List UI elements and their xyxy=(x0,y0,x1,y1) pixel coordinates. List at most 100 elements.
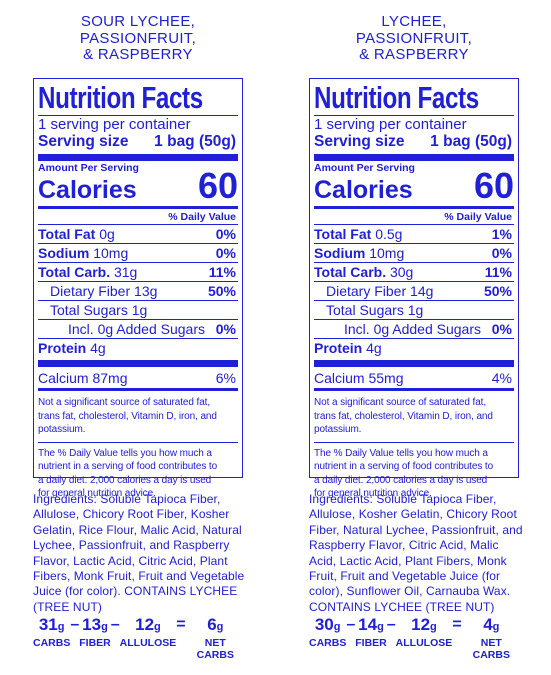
net-carbs-label: FIBER xyxy=(355,637,387,649)
nutrient-row: Sodium 10mg 0% xyxy=(314,244,514,263)
footnote-line: The % Daily Value tells you how much a xyxy=(38,447,212,459)
net-carbs-amount-row: 6g xyxy=(186,615,245,637)
nutrient-name: Dietary Fiber 13g xyxy=(38,282,157,300)
net-carbs-label: NET CARBS xyxy=(196,637,234,661)
calories-value: 60 xyxy=(197,165,238,206)
ingredients-line: Ingredients: Soluble Tapioca Fiber, xyxy=(309,492,497,506)
nutrient-row: Incl. 0g Added Sugars 0% xyxy=(314,320,514,339)
footnote-line: potassium. xyxy=(314,424,362,435)
nutrient-amount: 1g xyxy=(407,302,424,318)
net-carbs-amount-row: 13g xyxy=(79,615,111,637)
medium-rule xyxy=(38,388,238,391)
calories-label: Calories xyxy=(38,176,137,204)
daily-value: 4% xyxy=(491,370,512,386)
nutrient-row: Dietary Fiber 13g 50% xyxy=(38,282,238,301)
nutrient-label: Incl. 0g Added Sugars xyxy=(68,321,205,337)
footnote-line: trans fat, cholesterol, Vitamin D, iron,… xyxy=(314,410,493,422)
nutrient-label: Total Fat xyxy=(38,226,96,242)
nutrient-name: Total Sugars 1g xyxy=(38,301,147,319)
daily-value: 11% xyxy=(208,264,236,280)
net-carbs-amount: 4 xyxy=(483,615,493,634)
medium-rule xyxy=(314,206,514,209)
nutrient-amount: 13g xyxy=(134,283,158,299)
facts-heading: Nutrition Facts xyxy=(314,80,479,115)
nutrient-name: Protein 4g xyxy=(314,339,382,357)
net-carbs-amount: 12 xyxy=(135,615,155,634)
nutrient-amount: 0.5g xyxy=(375,226,403,242)
ingredients-line: (TREE NUT) xyxy=(33,599,102,614)
nutrient-name: Total Sugars 1g xyxy=(314,301,423,319)
footnote-line: trans fat, cholesterol, Vitamin D, iron,… xyxy=(38,410,217,422)
ingredients-line: Acid, Lactic Acid, Plant Fibers, Monk xyxy=(309,553,507,568)
net-carbs-amount-row: 30g xyxy=(309,615,346,637)
nutrient-row: Protein 4g xyxy=(314,339,514,357)
nutrition-facts-label: Nutrition Facts 1 serving per container Se… xyxy=(33,78,243,499)
nutrient-label: Dietary Fiber xyxy=(50,283,131,299)
nutrient-row: Calcium 87mg 6% xyxy=(38,369,238,387)
nutrient-label: Dietary Fiber xyxy=(326,283,407,299)
net-carbs-operator: – xyxy=(386,616,396,633)
net-carbs-unit: g xyxy=(492,621,500,633)
daily-value: 0% xyxy=(215,226,236,242)
ingredients: Ingredients: Soluble Tapioca Fiber, Allul… xyxy=(33,492,248,615)
ingredients-line: Flavor, Lactic Acid, Citric Acid, Plant xyxy=(33,553,228,568)
product-title: SOUR LYCHEE, PASSIONFRUIT, & RASPBERRY xyxy=(33,13,243,64)
nutrient-label: Total Sugars xyxy=(50,302,128,318)
net-carbs-unit: g xyxy=(101,621,108,633)
footnote-line: Not a significant source of saturated fa… xyxy=(38,397,211,408)
nutrient-name: Calcium 87mg xyxy=(38,369,128,387)
net-carbs-operator: = xyxy=(452,616,462,633)
nutrient-amount: 10mg xyxy=(369,245,405,261)
net-carbs-label: NET CARBS xyxy=(472,637,510,661)
net-carbs-unit: g xyxy=(430,621,437,633)
nutrient-row: Total Sugars 1g xyxy=(38,301,238,320)
nutrient-label: Protein xyxy=(38,340,87,356)
nutrient-row: Sodium 10mg 0% xyxy=(38,244,238,263)
net-carbs-operator: – xyxy=(70,616,80,633)
net-carbs-operator: – xyxy=(346,616,356,633)
footnote-line: nutrient in a serving of food contribute… xyxy=(38,461,218,472)
net-carbs-operator: – xyxy=(110,616,120,633)
product-title: LYCHEE, PASSIONFRUIT, & RASPBERRY xyxy=(309,13,519,64)
net-carbs-amount-row: 12g xyxy=(120,615,177,637)
ingredients-line: Allulose, Chicory Root Fiber, Kosher xyxy=(33,507,230,522)
nutrient-amount: 10mg xyxy=(93,245,129,261)
nutrient-label: Total Carb. xyxy=(38,264,111,280)
serving-size-value: 1 bag (50g) xyxy=(430,133,512,150)
footnote-line: a daily diet. 2,000 calories a day is us… xyxy=(38,474,212,486)
ingredients-line: Fruit, Fruit and Vegetable Juice (for xyxy=(309,569,501,584)
net-carbs-item: 12g ALLULOSE xyxy=(120,615,177,649)
net-carbs: 31g CARBS –13g FIBER –12g ALLULOSE = 6g NET CARB… xyxy=(33,615,245,661)
net-carbs-label: ALLULOSE xyxy=(119,637,177,649)
footnote: Not a significant source of saturated fa… xyxy=(38,392,238,442)
footnote-line: potassium. xyxy=(38,424,86,435)
net-carbs-amount-row: 4g xyxy=(462,615,521,637)
title-line: LYCHEE, xyxy=(381,13,447,30)
daily-value-header: % Daily Value xyxy=(314,210,514,225)
thick-rule xyxy=(38,154,238,161)
nutrient-name: Sodium 10mg xyxy=(314,244,404,262)
title-line: PASSIONFRUIT, xyxy=(79,29,197,47)
amount-per-serving: Amount Per Serving xyxy=(38,162,139,174)
net-carbs-item: 13g FIBER xyxy=(79,615,111,649)
thick-rule xyxy=(38,360,238,367)
title-line: & RASPBERRY xyxy=(359,46,469,63)
ingredients-line: Raspberry Flavor, Citric Acid, Malic xyxy=(309,538,499,553)
net-carbs-label: CARBS xyxy=(33,637,71,649)
calories-row: Calories 60 xyxy=(38,165,238,206)
footnote-line: a daily diet. 2,000 calories a day is us… xyxy=(314,474,488,486)
net-carbs-unit: g xyxy=(216,621,224,633)
net-carbs-item: 6g NET CARBS xyxy=(186,615,245,661)
nutrient-name: Total Carb. 30g xyxy=(314,263,413,281)
net-carbs-amount: 14 xyxy=(358,615,378,634)
ingredients-line: Fibers, Monk Fruit, Fruit and Vegetable xyxy=(33,569,245,584)
nutrient-name: Total Fat 0.5g xyxy=(314,225,402,243)
serving-size: Serving size 1 bag (50g) xyxy=(38,133,238,151)
net-carbs-amount: 31 xyxy=(38,615,58,634)
ingredients-line: Ingredients: Soluble Tapioca Fiber, xyxy=(33,492,221,506)
ingredients-line: CONTAINS LYCHEE (TREE NUT) xyxy=(309,599,495,614)
facts-heading: Nutrition Facts xyxy=(38,80,203,115)
nutrient-row: Total Fat 0.5g 1% xyxy=(314,225,514,244)
footnote-line: nutrient in a serving of food contribute… xyxy=(314,461,494,472)
